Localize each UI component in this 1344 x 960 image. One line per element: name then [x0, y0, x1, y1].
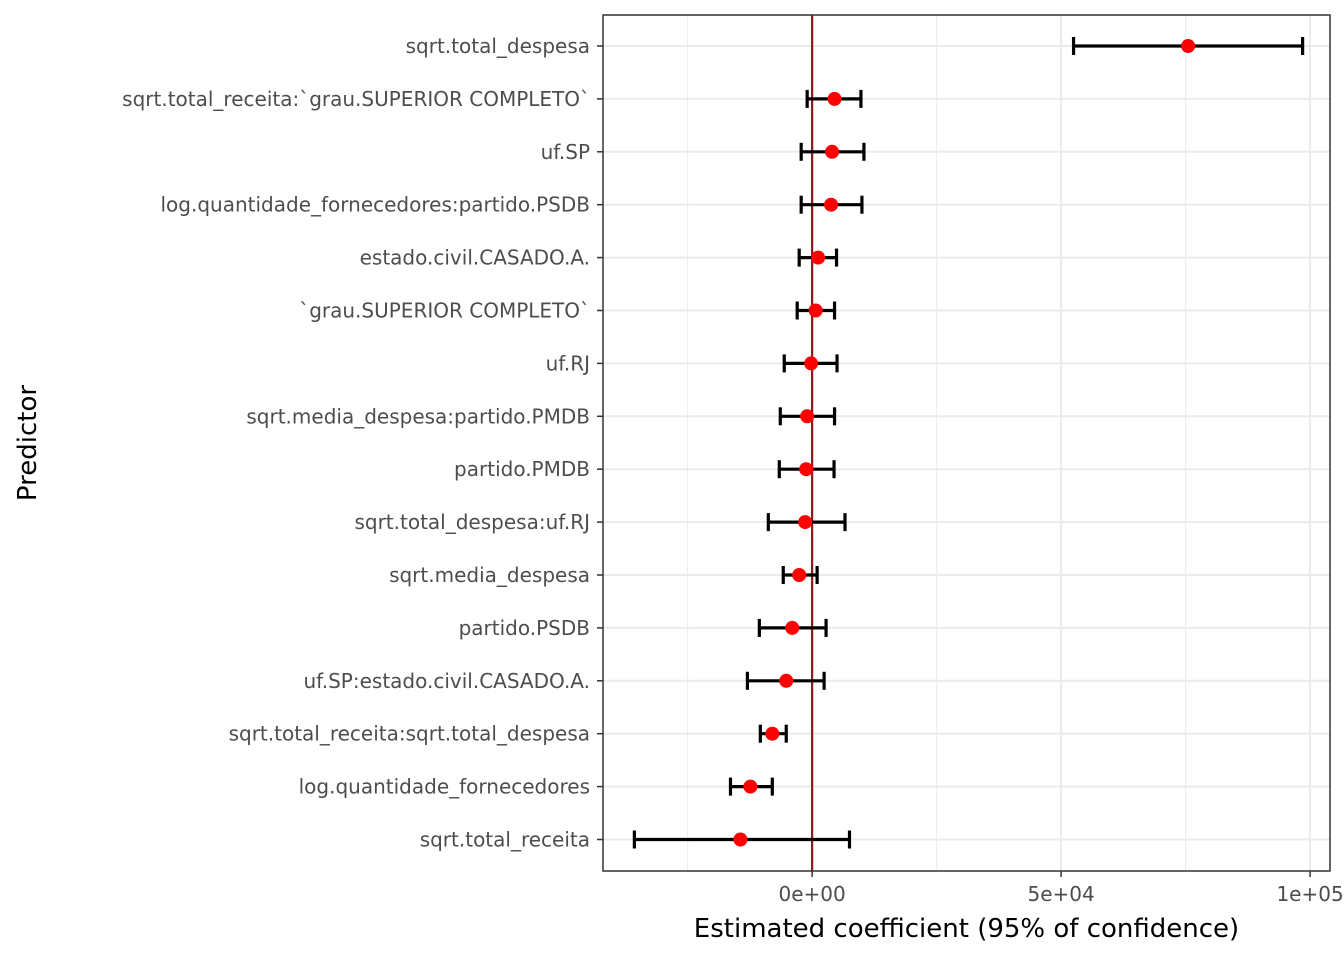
- estimate-point: [799, 462, 814, 477]
- estimate-point: [800, 409, 815, 424]
- estimate-point: [808, 303, 823, 318]
- estimate-points: [733, 39, 1196, 847]
- y-tick-label: sqrt.media_despesa:partido.PMDB: [246, 404, 590, 428]
- panel-border: [602, 14, 1331, 872]
- y-tick-label: uf.RJ: [546, 351, 590, 375]
- x-axis-title: Estimated coefficient (95% of confidence…: [694, 914, 1239, 944]
- y-tick-label: sqrt.total_despesa:uf.RJ: [354, 510, 590, 534]
- x-tick-label: 0e+00: [779, 882, 846, 906]
- x-tick-label: 5e+04: [1027, 882, 1094, 906]
- y-tick-label: sqrt.total_despesa: [406, 34, 590, 58]
- y-tick-label: sqrt.total_receita:sqrt.total_despesa: [229, 722, 590, 746]
- estimate-point: [779, 673, 794, 688]
- axes: sqrt.total_despesa sqrt.total_receita:`gr…: [122, 34, 1344, 906]
- estimate-point: [785, 620, 800, 635]
- estimate-point: [798, 515, 813, 530]
- y-tick-label: estado.civil.CASADO.A.: [360, 246, 590, 270]
- y-tick-label: uf.SP:estado.civil.CASADO.A.: [303, 669, 590, 693]
- estimate-point: [733, 832, 748, 847]
- grid-lines: [603, 15, 1330, 871]
- estimate-point: [792, 568, 807, 582]
- y-tick-label: sqrt.total_receita: [420, 828, 590, 852]
- estimate-point: [825, 144, 840, 159]
- y-axis-title: Predictor: [13, 385, 43, 501]
- estimate-point: [827, 91, 842, 106]
- estimate-point: [1181, 39, 1196, 53]
- y-tick-label: sqrt.media_despesa: [389, 563, 590, 587]
- y-tick-label: sqrt.total_receita:`grau.SUPERIOR COMPLE…: [122, 87, 590, 111]
- y-tick-label: uf.SP: [541, 140, 590, 164]
- y-tick-label: partido.PMDB: [454, 457, 590, 481]
- y-tick-label: `grau.SUPERIOR COMPLETO`: [299, 299, 590, 323]
- y-tick-label: log.quantidade_fornecedores:partido.PSDB: [161, 193, 591, 217]
- estimate-point: [824, 197, 839, 212]
- estimate-point: [765, 726, 780, 741]
- estimate-point: [811, 250, 826, 265]
- x-tick-label: 1e+05: [1276, 882, 1343, 906]
- estimate-point: [804, 356, 819, 371]
- y-tick-label: log.quantidade_fornecedores: [299, 775, 590, 799]
- estimate-point: [743, 779, 758, 794]
- y-tick-label: partido.PSDB: [459, 616, 590, 640]
